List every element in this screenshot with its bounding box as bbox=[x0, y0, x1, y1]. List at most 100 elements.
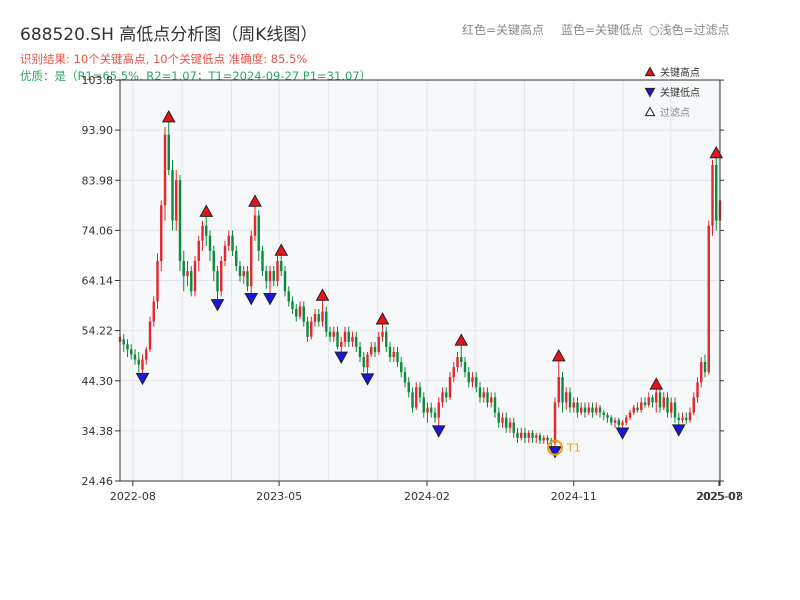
top-legend-light: ○浅色=过滤点 bbox=[649, 23, 730, 37]
axes: 24.46 34.38 44.30 54.22 64.14 74.06 83.98 93.90… bbox=[82, 74, 743, 503]
candle-body bbox=[456, 357, 459, 368]
candle-body bbox=[610, 417, 613, 423]
y-tick-label: 103.8 bbox=[82, 74, 114, 87]
key-low-marker bbox=[334, 351, 349, 364]
candle-body bbox=[193, 260, 197, 292]
candle-body bbox=[235, 250, 238, 267]
candle-body bbox=[276, 260, 279, 282]
x-tick-label: 2025-07 bbox=[696, 490, 742, 503]
candle-body bbox=[201, 225, 204, 241]
candle-body bbox=[486, 392, 489, 403]
candle-body bbox=[145, 349, 148, 360]
candle-body bbox=[647, 397, 650, 406]
candle-body bbox=[355, 336, 358, 347]
candle-body bbox=[291, 301, 294, 309]
key-high-marker bbox=[375, 312, 390, 325]
candle-body bbox=[546, 437, 549, 441]
candle-body bbox=[568, 392, 572, 408]
candle-body bbox=[531, 432, 534, 438]
candle-body bbox=[223, 245, 227, 261]
key-low-marker bbox=[360, 373, 375, 386]
candle-body bbox=[246, 271, 249, 287]
candle-body bbox=[253, 215, 257, 236]
y-tick-label: 44.30 bbox=[82, 375, 114, 388]
candle-body bbox=[163, 134, 167, 206]
candle-body bbox=[388, 346, 392, 358]
candle-body bbox=[126, 344, 129, 350]
candle-body bbox=[358, 346, 362, 358]
candle-body bbox=[580, 407, 583, 413]
candle-body bbox=[662, 397, 665, 408]
candle-body bbox=[516, 432, 519, 438]
candle-body bbox=[467, 372, 470, 383]
legend-label: 关键高点 bbox=[660, 66, 700, 79]
candle-body bbox=[373, 346, 377, 352]
candle-body bbox=[542, 437, 545, 441]
candle-body bbox=[452, 367, 455, 378]
candle-body bbox=[148, 321, 152, 350]
candle-body bbox=[208, 235, 212, 251]
candle-body bbox=[475, 377, 478, 388]
candle-body bbox=[711, 164, 714, 226]
candle-body bbox=[422, 397, 425, 413]
legend-marker bbox=[644, 87, 656, 98]
candle-body bbox=[497, 412, 500, 423]
candle-body bbox=[673, 402, 677, 418]
candle-body bbox=[520, 432, 523, 438]
candle-body bbox=[685, 417, 688, 421]
y-tick-label: 24.46 bbox=[82, 475, 114, 488]
candle-body bbox=[370, 346, 373, 355]
candle-body bbox=[283, 271, 287, 292]
candle-body bbox=[392, 351, 395, 358]
candle-body bbox=[317, 314, 320, 322]
key-high-marker bbox=[709, 145, 724, 159]
page-title: 688520.SH 高低点分析图（周K线图） bbox=[20, 25, 318, 45]
candle-body bbox=[565, 392, 568, 403]
x-tick-label: 2023-05 bbox=[256, 490, 302, 503]
candle-body bbox=[310, 321, 313, 337]
legend-label: 关键低点 bbox=[660, 86, 700, 99]
candle-body bbox=[280, 260, 283, 272]
candle-body bbox=[231, 235, 234, 251]
candle-body bbox=[205, 225, 208, 236]
x-tick-label: 2024-11 bbox=[551, 490, 597, 503]
key-low-marker bbox=[548, 446, 562, 459]
candle-body bbox=[576, 402, 579, 413]
key-low-marker bbox=[615, 427, 630, 440]
candle-body bbox=[681, 417, 684, 421]
key-high-marker bbox=[315, 288, 330, 301]
candle-body bbox=[197, 240, 200, 261]
candle-body bbox=[535, 435, 538, 438]
key-point-markers: T1 bbox=[135, 110, 724, 459]
candle-body bbox=[216, 271, 219, 292]
candle-body bbox=[238, 266, 242, 277]
legend-marker bbox=[644, 106, 656, 117]
key-low-marker bbox=[671, 424, 686, 437]
candle-body bbox=[385, 331, 388, 347]
candle-body bbox=[625, 417, 628, 423]
candle-body bbox=[272, 271, 275, 282]
candle-body bbox=[298, 306, 302, 317]
candle-body bbox=[621, 422, 624, 426]
candle-body bbox=[242, 271, 245, 277]
candle-body bbox=[287, 291, 290, 302]
candle-body bbox=[328, 331, 332, 337]
candle-body bbox=[643, 402, 647, 406]
candle-body bbox=[265, 271, 268, 282]
key-low-marker bbox=[244, 293, 259, 306]
top-legend-red: 红色=关键高点 bbox=[462, 23, 545, 37]
x-tick-label: 2025-08 bbox=[697, 490, 743, 503]
y-tick-label: 64.14 bbox=[82, 275, 114, 288]
candle-body bbox=[703, 362, 707, 373]
candle-body bbox=[655, 392, 658, 403]
candle-body bbox=[396, 351, 399, 363]
candle-body bbox=[448, 377, 452, 398]
candle-body bbox=[437, 402, 440, 418]
key-low-marker bbox=[210, 299, 225, 312]
candle-body bbox=[602, 412, 605, 416]
candle-body bbox=[156, 260, 159, 302]
candle-body bbox=[171, 170, 174, 221]
candle-body bbox=[220, 260, 223, 292]
candle-body bbox=[152, 301, 155, 322]
key-high-marker bbox=[161, 110, 176, 123]
